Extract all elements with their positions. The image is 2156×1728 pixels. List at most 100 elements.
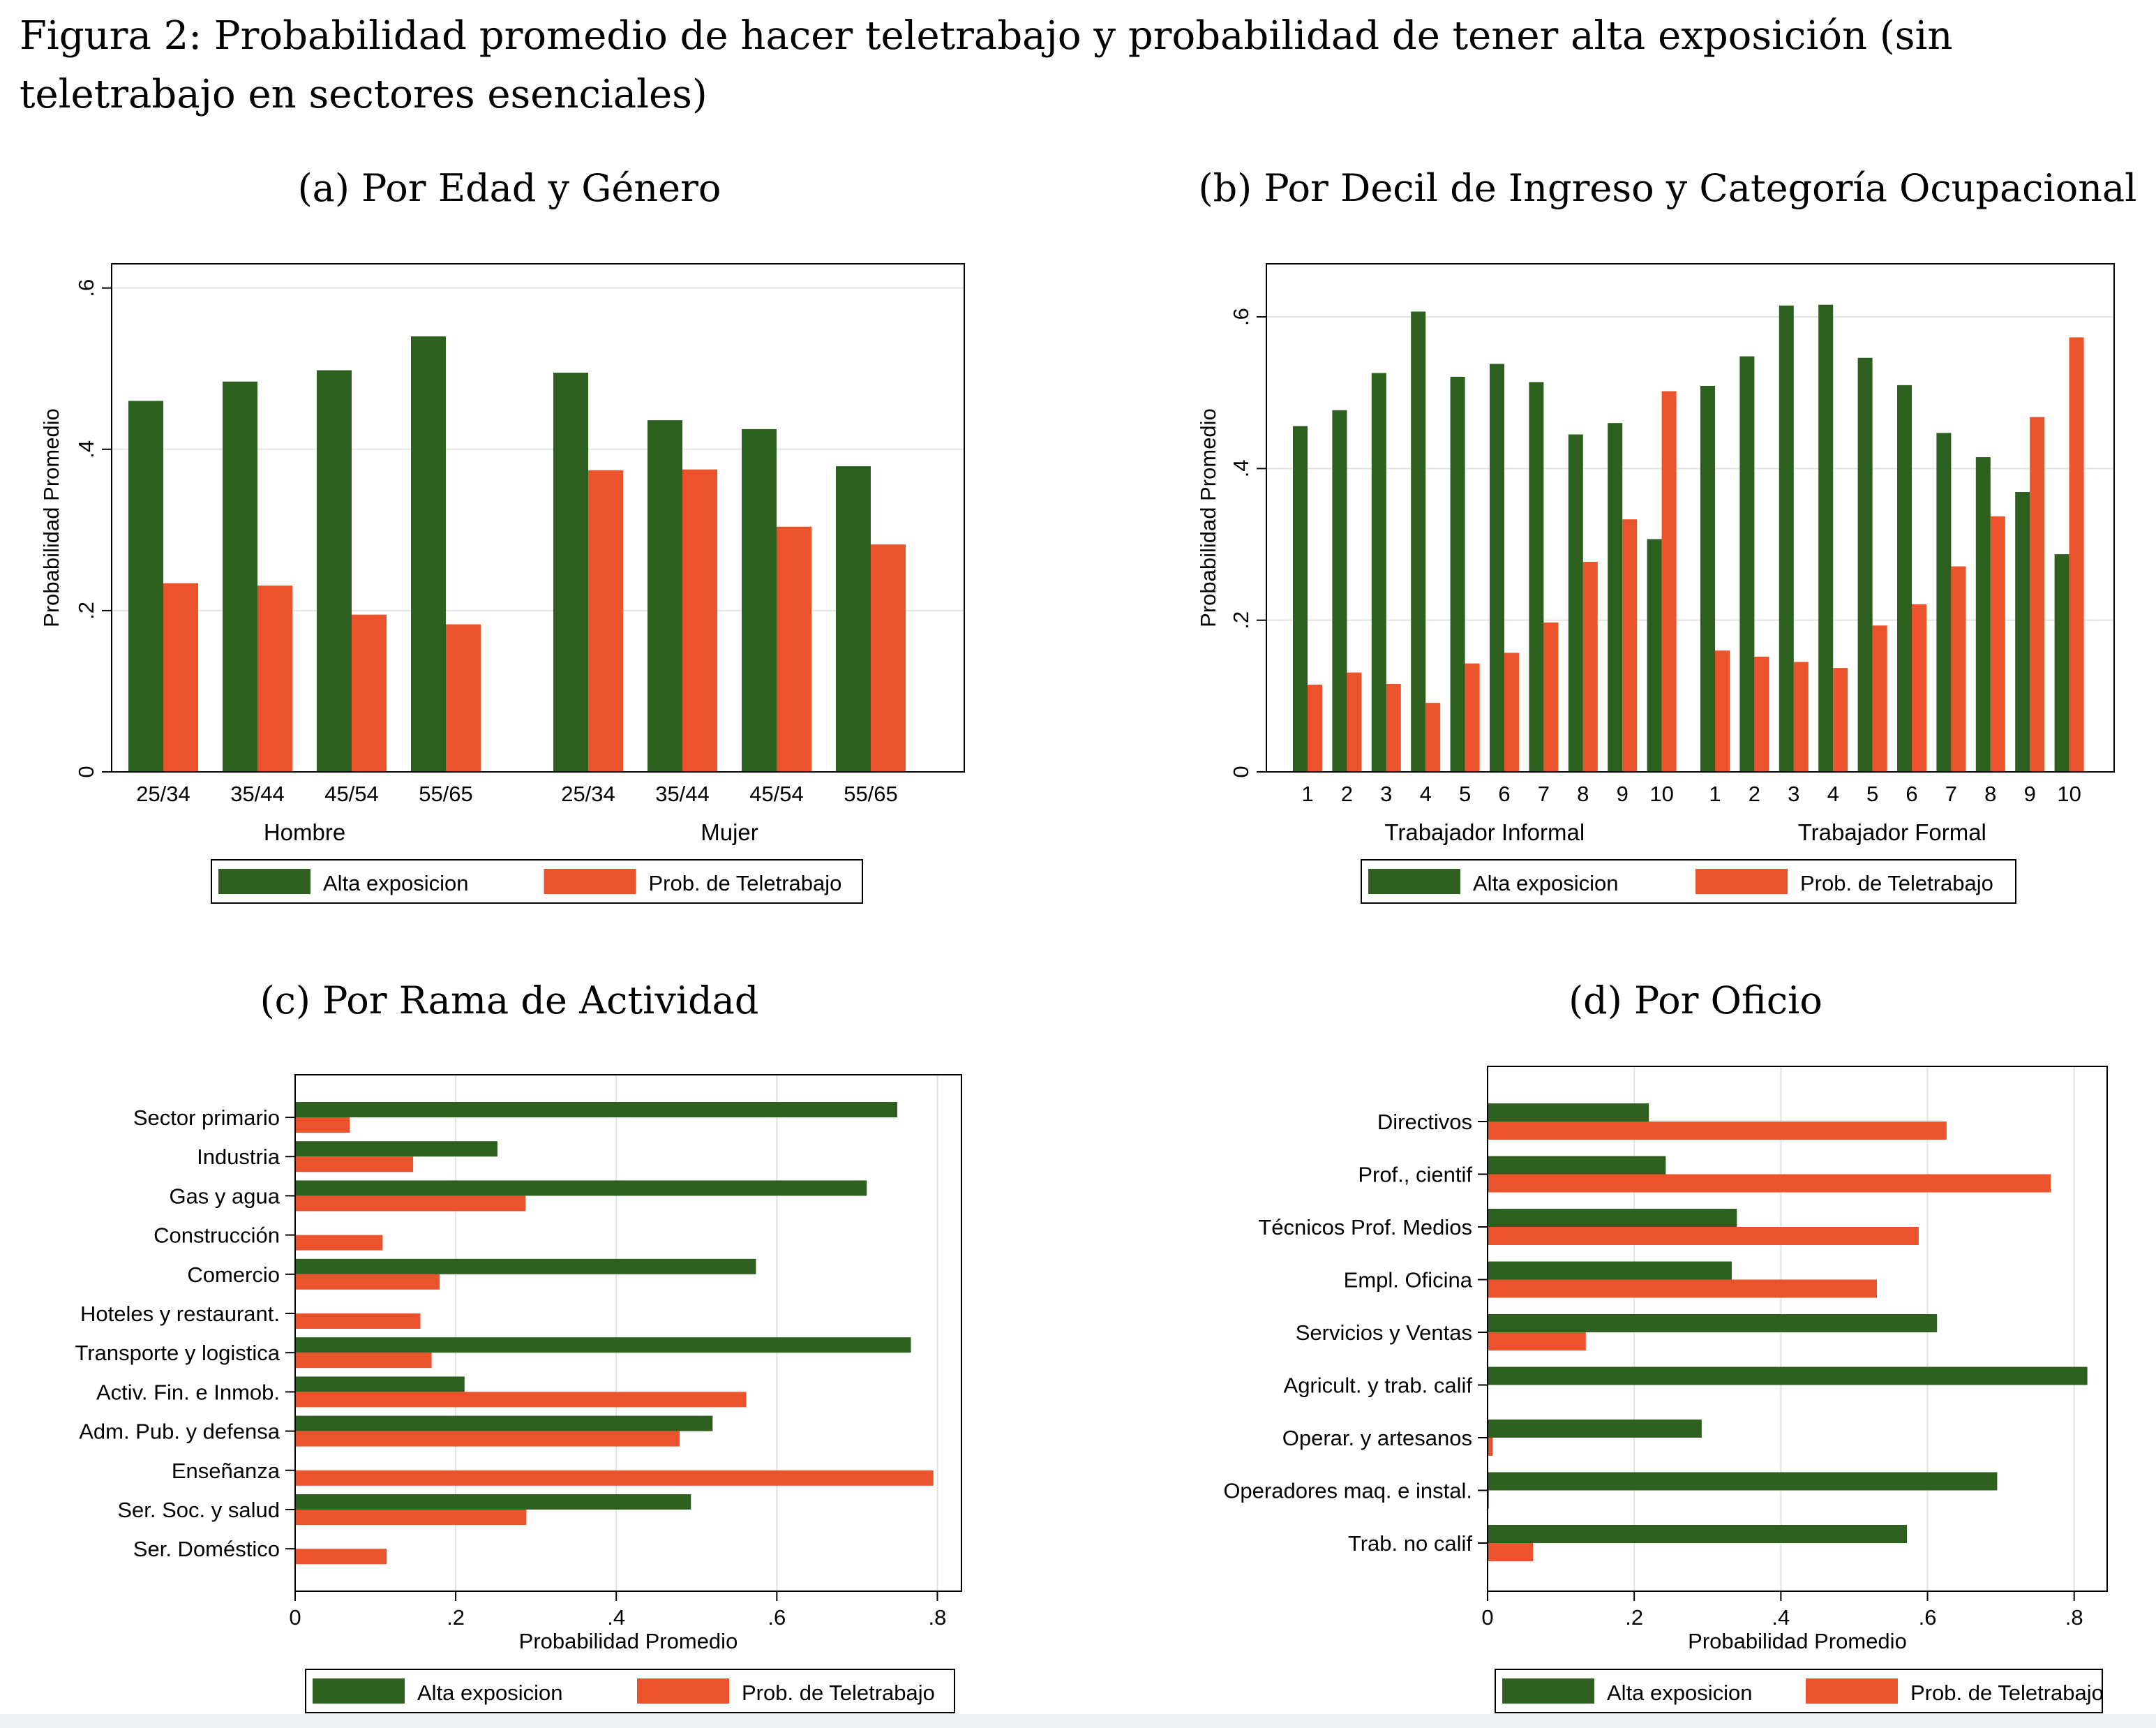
bar-prob-teletrabajo [295,1549,387,1565]
bar-prob-teletrabajo [1488,1279,1878,1298]
x-tick-label: 25/34 [561,782,615,806]
panel-d-title: (d) Por Oficio [1569,978,1822,1022]
bar-alta-exposicion [295,1102,897,1117]
y-tick-label: 0 [74,766,98,777]
y-axis-label: Probabilidad Promedio [39,408,63,627]
bar-prob-teletrabajo [1488,1543,1534,1561]
bar-alta-exposicion [1975,457,1991,772]
legend-swatch-teletrabajo [1806,1678,1898,1704]
plot-frame [1487,1066,2108,1592]
y-tick-label: .2 [1229,611,1253,630]
y-tick-label: 0 [1229,766,1253,777]
bar-alta-exposicion [1488,1261,1732,1280]
legend-swatch-teletrabajo [544,869,636,894]
y-tick-label: Ser. Soc. y salud [117,1498,280,1522]
group-label: Trabajador Informal [1384,819,1585,845]
x-axis-label: Probabilidad Promedio [519,1629,738,1653]
x-tick-label: 2 [1341,782,1353,806]
bar-alta-exposicion [1488,1103,1649,1122]
bar-alta-exposicion [1529,382,1544,772]
y-tick-label: Operadores maq. e instal. [1223,1479,1472,1503]
bar-alta-exposicion [2015,492,2030,772]
x-tick-label: 25/34 [136,782,190,806]
bar-prob-teletrabajo [2069,337,2084,773]
y-tick-label: Gas y agua [169,1184,280,1208]
x-tick-label: 10 [1649,782,1673,806]
y-tick-label: Trab. no calif [1348,1531,1472,1556]
legend-label-teletrabajo: Prob. de Teletrabajo [1800,871,1993,895]
figure-title: Figura 2: Probabilidad promedio de hacer… [20,13,1953,117]
x-tick-label: 8 [1577,782,1589,806]
bar-prob-teletrabajo [295,1353,432,1369]
bar-alta-exposicion [1568,434,1583,772]
bar-prob-teletrabajo [295,1117,350,1133]
y-tick-label: Técnicos Prof. Medios [1258,1215,1472,1239]
bar-prob-teletrabajo [1347,672,1362,772]
x-tick-label: 10 [2057,782,2081,806]
bar-alta-exposicion [1488,1525,1908,1543]
legend-box [211,859,863,904]
bar-prob-teletrabajo [1488,1438,1493,1456]
x-tick-label: 3 [1788,782,1799,806]
x-tick-label: 8 [1984,782,1996,806]
bar-prob-teletrabajo [1793,662,1809,772]
bar-prob-teletrabajo [1951,566,1966,772]
x-tick-label: .4 [607,1605,625,1630]
bar-prob-teletrabajo [295,1156,414,1172]
bar-alta-exposicion [1739,356,1755,773]
x-tick-label: 9 [1617,782,1629,806]
bar-prob-teletrabajo [777,526,811,772]
x-axis-label: Probabilidad Promedio [1688,1629,1907,1653]
y-tick-label: Prof., cientif [1358,1163,1472,1187]
bar-alta-exposicion [223,381,257,772]
bar-alta-exposicion [1450,376,1465,772]
bar-prob-teletrabajo [1308,685,1322,772]
bar-alta-exposicion [1779,305,1794,772]
bar-alta-exposicion [295,1494,691,1510]
x-tick-label: .8 [2065,1605,2083,1630]
y-tick-label: Comercio [187,1263,280,1287]
bar-prob-teletrabajo [2030,417,2045,772]
bottom-strip [0,1714,2156,1728]
y-tick-label: .6 [1229,308,1253,326]
bar-prob-teletrabajo [1488,1332,1586,1350]
x-tick-label: 6 [1498,782,1510,806]
y-tick-label: Sector primario [133,1105,280,1130]
bar-prob-teletrabajo [1488,1122,1947,1140]
bar-alta-exposicion [1818,304,1834,772]
bar-alta-exposicion [1488,1472,1998,1491]
bar-alta-exposicion [1371,373,1386,772]
bar-alta-exposicion [1490,364,1504,772]
bar-prob-teletrabajo [682,469,717,772]
legend-box [1361,859,2016,904]
legend-swatch-alta [1368,869,1460,894]
bar-alta-exposicion [1488,1209,1737,1227]
y-tick-label: Adm. Pub. y defensa [79,1420,280,1444]
bar-prob-teletrabajo [352,614,387,772]
bar-prob-teletrabajo [257,586,292,772]
bar-prob-teletrabajo [1488,1490,1490,1509]
bar-alta-exposicion [295,1258,756,1274]
y-tick-label: .2 [74,602,98,620]
y-tick-label: Agricult. y trab. calif [1284,1373,1473,1398]
bar-alta-exposicion [128,401,163,772]
legend-box [1495,1669,2103,1713]
bar-alta-exposicion [836,466,871,772]
y-tick-label: Ser. Doméstico [133,1537,280,1561]
bar-prob-teletrabajo [1833,668,1848,772]
bar-prob-teletrabajo [295,1470,934,1486]
panel-c-title: (c) Por Rama de Actividad [260,978,759,1022]
legend-swatch-alta [218,869,310,894]
x-tick-label: 4 [1827,782,1839,806]
bar-prob-teletrabajo [1488,1227,1919,1245]
x-tick-label: 5 [1459,782,1471,806]
legend-label-teletrabajo: Prob. de Teletrabajo [649,871,842,895]
legend-swatch-alta [1502,1678,1594,1704]
x-tick-label: 5 [1866,782,1878,806]
bar-prob-teletrabajo [1504,653,1519,772]
bar-prob-teletrabajo [295,1431,680,1447]
plot-frame [1266,263,2115,773]
bar-prob-teletrabajo [1386,683,1401,772]
